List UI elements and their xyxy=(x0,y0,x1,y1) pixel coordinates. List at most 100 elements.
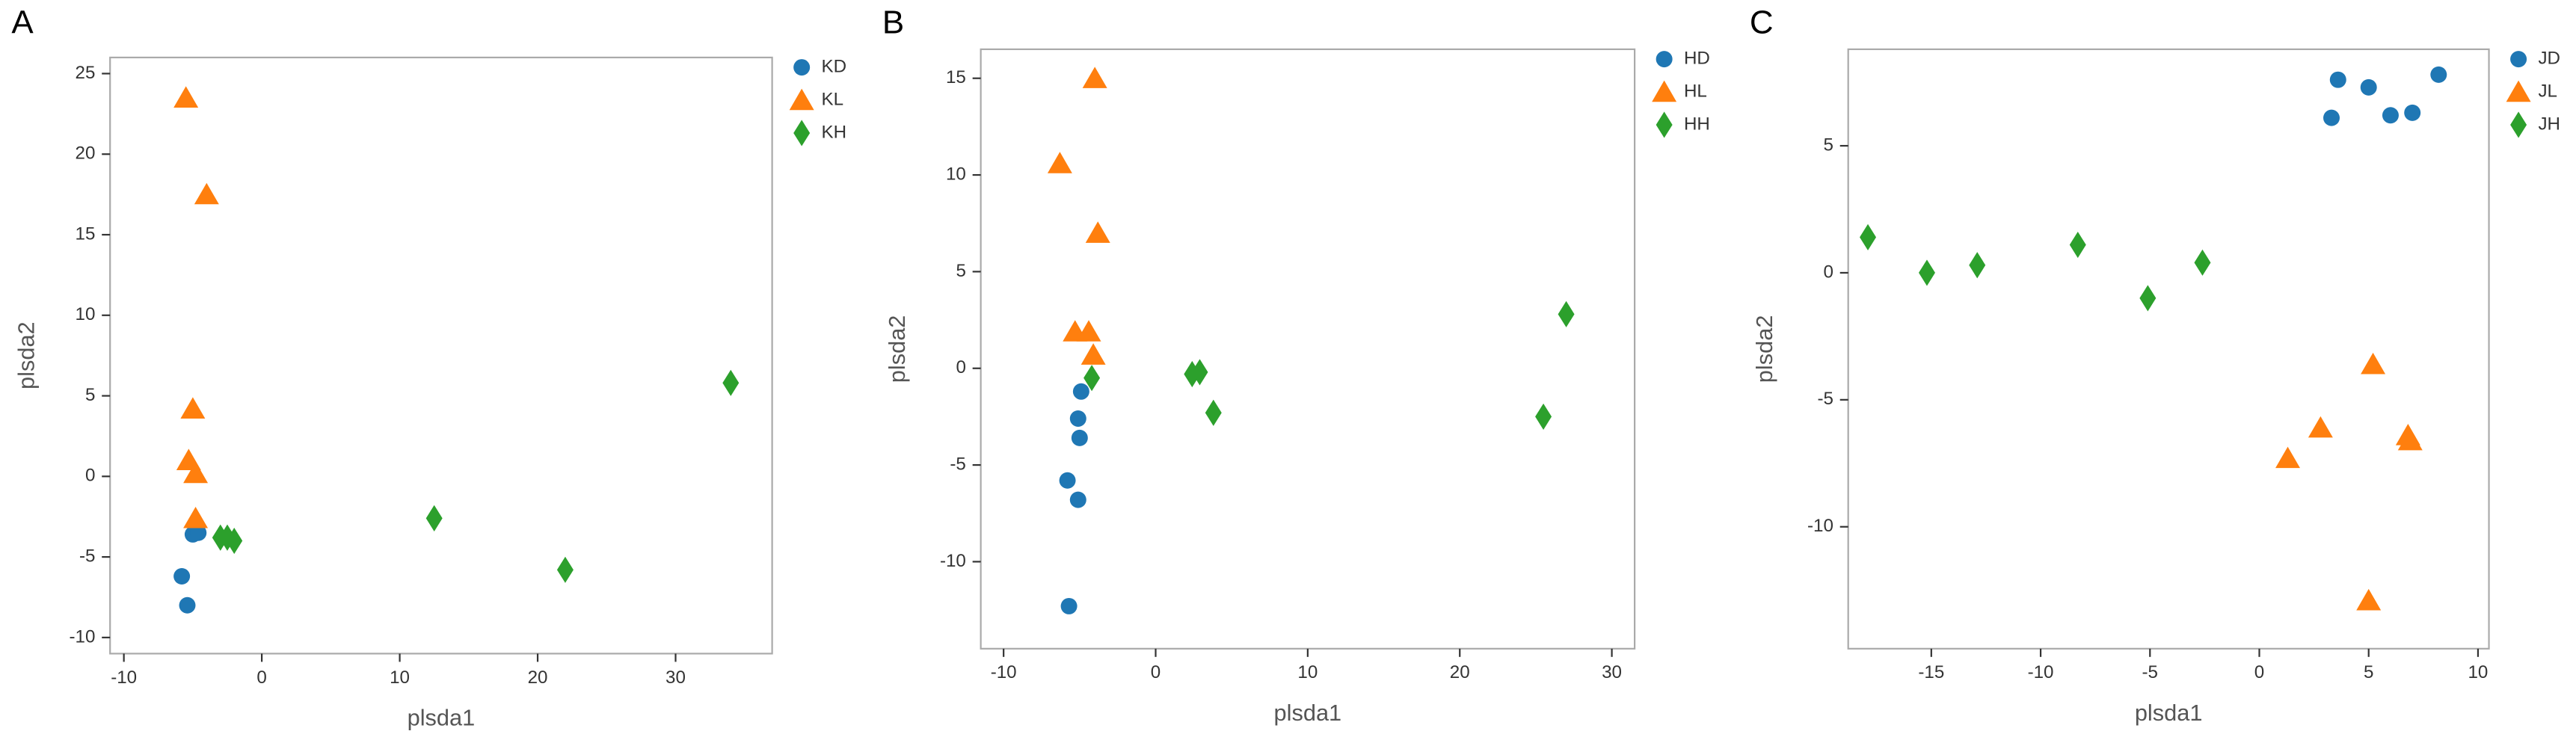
x-tick-label: 30 xyxy=(1602,662,1622,682)
legend-label: JL xyxy=(2538,81,2557,101)
y-tick-label: 20 xyxy=(76,144,96,164)
point xyxy=(173,86,199,108)
point xyxy=(1080,343,1106,365)
point xyxy=(1072,383,1089,400)
plot-frame xyxy=(109,56,773,655)
legend-label: HH xyxy=(1684,114,1710,134)
x-tick-label: 10 xyxy=(390,667,410,688)
x-axis-label: plsda1 xyxy=(1274,700,1342,726)
plot-frame xyxy=(1847,48,2490,650)
legend-marker xyxy=(1656,51,1673,68)
point xyxy=(1558,300,1575,327)
legend-marker xyxy=(1656,111,1673,138)
point xyxy=(2361,352,2386,374)
y-tick-label: -5 xyxy=(950,454,965,474)
y-tick-label: -5 xyxy=(79,546,95,566)
x-tick-label: -10 xyxy=(991,662,1017,682)
x-axis-label: plsda1 xyxy=(408,704,476,730)
y-tick-label: 10 xyxy=(76,304,96,324)
point xyxy=(1083,365,1101,392)
point xyxy=(2430,66,2447,83)
point xyxy=(1918,259,1935,286)
point xyxy=(2323,109,2340,126)
point xyxy=(425,505,443,531)
point xyxy=(1060,597,1078,614)
point xyxy=(2404,104,2421,121)
y-tick-label: -10 xyxy=(1807,516,1833,536)
point xyxy=(1969,252,1986,279)
x-tick-label: -15 xyxy=(1918,662,1944,682)
point xyxy=(2329,71,2346,88)
legend-label: KL xyxy=(822,89,844,109)
x-tick-label: 0 xyxy=(1151,662,1161,682)
point xyxy=(2139,285,2157,312)
point xyxy=(1047,152,1072,173)
x-tick-label: 10 xyxy=(1297,662,1318,682)
panel-label: A xyxy=(11,4,34,41)
point xyxy=(1069,491,1086,508)
legend-marker xyxy=(789,88,814,111)
legend-label: KD xyxy=(822,56,847,76)
y-tick-label: 5 xyxy=(85,385,95,405)
point xyxy=(1535,403,1552,430)
panel-label: C xyxy=(1750,4,1774,41)
x-axis-label: plsda1 xyxy=(2135,700,2203,726)
point xyxy=(1860,223,1877,250)
point xyxy=(183,461,209,484)
legend-marker xyxy=(793,59,811,76)
y-tick-label: 0 xyxy=(1823,262,1833,282)
point xyxy=(2397,428,2423,451)
point xyxy=(2275,446,2300,469)
point xyxy=(1069,410,1086,427)
x-tick-label: -10 xyxy=(111,667,137,688)
point xyxy=(556,556,574,583)
point xyxy=(2308,416,2333,438)
point xyxy=(194,182,219,205)
legend-marker xyxy=(2510,111,2527,138)
point xyxy=(1191,359,1208,386)
x-tick-label: 0 xyxy=(2254,662,2264,682)
legend-marker xyxy=(2506,80,2531,102)
point xyxy=(2356,588,2382,611)
x-tick-label: 20 xyxy=(1450,662,1470,682)
y-tick-label: 10 xyxy=(946,164,966,184)
x-tick-label: 0 xyxy=(256,667,266,688)
point xyxy=(1205,399,1222,426)
y-axis-label: plsda2 xyxy=(13,321,39,389)
y-axis-label: plsda2 xyxy=(1751,315,1777,383)
point xyxy=(2069,231,2086,259)
x-tick-label: -5 xyxy=(2142,662,2158,682)
point xyxy=(226,527,243,555)
y-tick-label: 5 xyxy=(956,261,965,281)
point xyxy=(1076,320,1101,342)
x-tick-label: 10 xyxy=(2468,662,2488,682)
point xyxy=(2194,249,2211,276)
legend-label: JD xyxy=(2538,48,2560,68)
point xyxy=(180,397,206,419)
point xyxy=(2360,78,2377,96)
point xyxy=(2382,107,2399,124)
legend-label: HL xyxy=(1684,81,1707,101)
y-tick-label: 25 xyxy=(76,63,96,83)
point xyxy=(190,524,207,541)
point xyxy=(722,369,740,396)
y-tick-label: 0 xyxy=(956,357,965,377)
point xyxy=(1071,429,1088,446)
legend-marker xyxy=(1652,80,1677,102)
y-tick-label: -5 xyxy=(1817,389,1833,409)
panel-label: B xyxy=(882,4,904,41)
y-tick-label: -10 xyxy=(70,626,96,647)
x-tick-label: 30 xyxy=(665,667,686,688)
legend-label: KH xyxy=(822,122,847,142)
y-axis-label: plsda2 xyxy=(884,315,910,383)
y-tick-label: 15 xyxy=(946,67,966,87)
y-tick-label: -10 xyxy=(940,551,966,571)
y-tick-label: 15 xyxy=(76,223,96,244)
legend-marker xyxy=(793,120,811,147)
x-tick-label: 5 xyxy=(2364,662,2373,682)
point xyxy=(173,567,191,585)
point xyxy=(1085,221,1110,243)
legend-label: JH xyxy=(2538,114,2560,134)
